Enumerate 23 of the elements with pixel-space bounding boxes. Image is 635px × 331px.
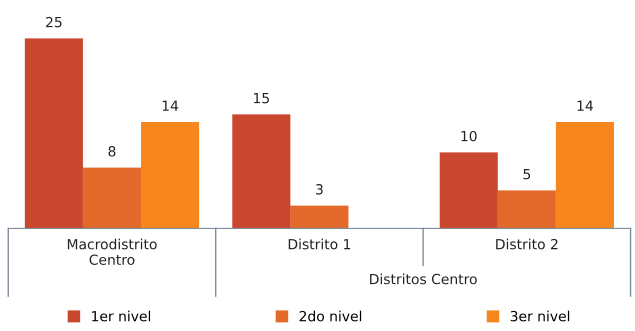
data-label: 10	[461, 130, 477, 142]
data-label: 5	[523, 169, 530, 180]
legend-label: 1er nivel	[92, 310, 150, 322]
data-label: 15	[254, 93, 269, 104]
bar	[556, 122, 614, 228]
x-tick-label: Distrito 2	[496, 238, 558, 250]
x-tick-label: Distrito 1	[288, 238, 350, 250]
bar	[440, 152, 498, 228]
data-label: 8	[108, 146, 116, 157]
data-label: 25	[46, 16, 62, 28]
legend-label: 2do nivel	[300, 310, 362, 322]
bar	[141, 122, 200, 228]
data-label: 14	[578, 100, 593, 111]
text: Distritos Centro	[370, 274, 477, 284]
x-tick-label: Macrodistrito Centro	[68, 238, 157, 265]
legend-label: 3er nivel	[510, 310, 570, 322]
bar	[24, 38, 83, 228]
bar	[232, 114, 290, 228]
data-label: 14	[162, 100, 178, 111]
bar	[290, 206, 348, 228]
bar	[498, 190, 556, 228]
data-label: 3	[316, 184, 323, 195]
bar	[82, 168, 142, 228]
